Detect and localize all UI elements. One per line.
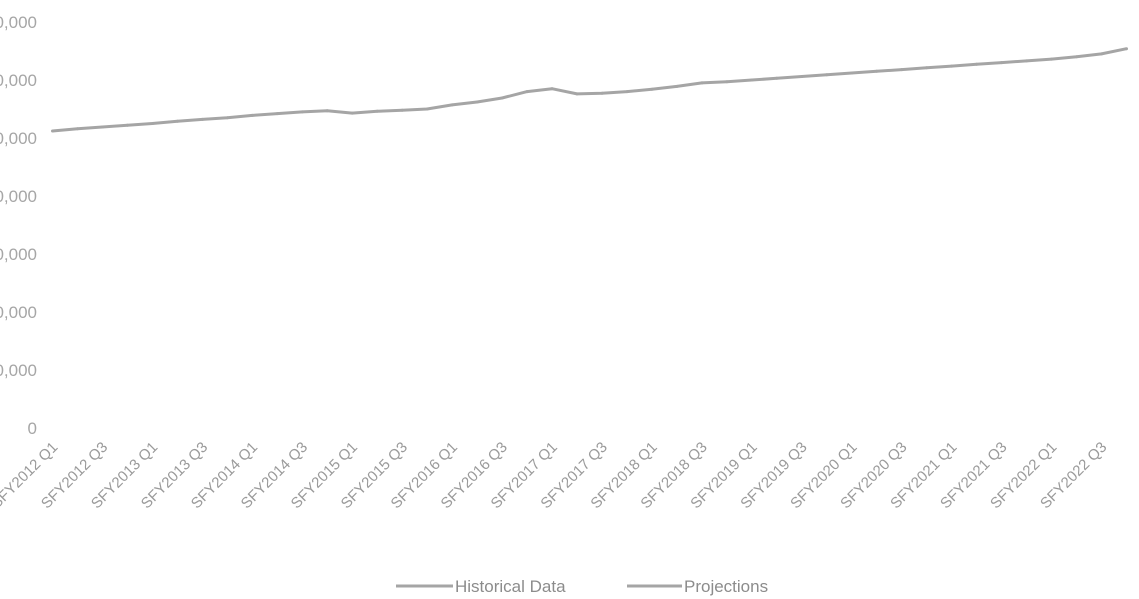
- data-point: [125, 123, 129, 127]
- data-point: [1075, 55, 1079, 59]
- data-point: [1100, 52, 1103, 56]
- data-point: [900, 68, 904, 72]
- data-point: [975, 62, 979, 66]
- y-tick-label: 100,000: [0, 303, 37, 322]
- data-point: [925, 66, 929, 70]
- data-point: [1000, 61, 1004, 65]
- legend-label-historical: Historical Data: [455, 577, 566, 596]
- data-point: [825, 73, 829, 77]
- data-point: [850, 71, 854, 75]
- y-tick-label: 250,000: [0, 129, 37, 148]
- y-tick-label: 150,000: [0, 245, 37, 264]
- data-point: [775, 76, 779, 80]
- data-point: [650, 87, 654, 91]
- y-tick-label: 0: [28, 419, 37, 438]
- data-point: [625, 90, 629, 94]
- y-axis-tick-labels: 0 50,000 100,000 150,000 200,000 250,000 300,0…: [0, 13, 37, 438]
- data-point: [725, 80, 729, 84]
- series-line-historical: [52, 81, 703, 133]
- data-point: [950, 64, 954, 68]
- data-point: [500, 96, 504, 100]
- data-point: [275, 112, 279, 116]
- y-tick-label: 200,000: [0, 187, 37, 206]
- legend-label-projections: Projections: [684, 577, 768, 596]
- data-point: [425, 107, 429, 111]
- y-tick-label: 50,000: [0, 361, 37, 380]
- data-point: [750, 78, 754, 82]
- legend: Historical Data Projections: [396, 577, 768, 596]
- data-point: [875, 69, 879, 73]
- y-tick-label: 300,000: [0, 71, 37, 90]
- data-point: [675, 84, 679, 88]
- data-point: [300, 110, 304, 114]
- y-tick-label: 350,000: [0, 13, 37, 32]
- data-point: [325, 109, 329, 113]
- data-point: [1050, 57, 1054, 61]
- series-line-projections: [701, 47, 1127, 85]
- data-point: [350, 111, 354, 115]
- series-lines: [51, 47, 1128, 133]
- data-point: [525, 90, 529, 94]
- data-point: [175, 119, 179, 123]
- data-point: [375, 109, 379, 113]
- data-point: [225, 116, 229, 120]
- data-point: [200, 117, 204, 121]
- data-point: [1125, 47, 1128, 51]
- data-point: [550, 87, 554, 91]
- data-point: [475, 100, 479, 104]
- data-point: [400, 108, 404, 112]
- data-point: [250, 113, 254, 117]
- data-point: [450, 103, 454, 107]
- data-point: [76, 127, 79, 131]
- data-point: [51, 129, 54, 133]
- data-point: [600, 91, 604, 95]
- data-point: [800, 75, 804, 78]
- data-point: [150, 122, 154, 125]
- data-point: [700, 81, 704, 85]
- data-point: [1025, 59, 1029, 63]
- data-point: [575, 92, 579, 96]
- data-point: [100, 125, 104, 129]
